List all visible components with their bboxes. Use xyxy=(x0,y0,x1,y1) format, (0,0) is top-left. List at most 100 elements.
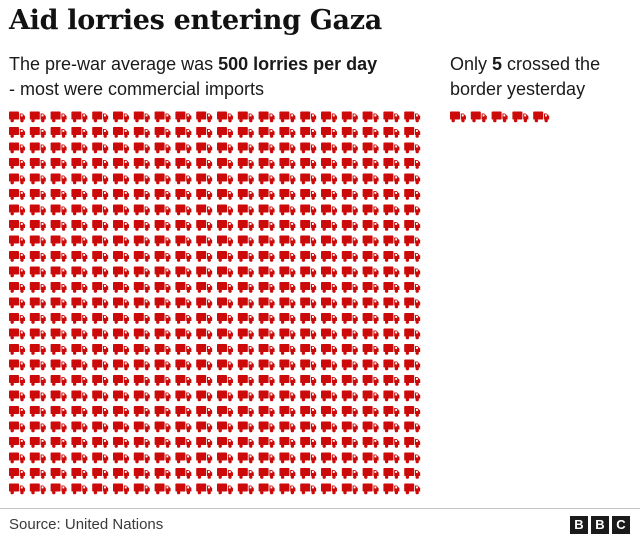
lorry-icon xyxy=(341,483,358,495)
lorry-icon xyxy=(133,189,150,200)
lorry-icon xyxy=(300,142,317,154)
lorry-icon xyxy=(9,406,25,417)
yesterday-caption-suffix: crossed the xyxy=(502,54,601,74)
lorry-icon xyxy=(29,111,46,123)
lorry-icon xyxy=(321,111,337,123)
lorry-icon xyxy=(133,344,150,355)
lorry-icon xyxy=(341,297,358,309)
lorry-icon xyxy=(383,390,400,402)
lorry-icon xyxy=(279,421,296,433)
lorry-icon xyxy=(29,390,46,402)
lorry-icon xyxy=(133,452,150,464)
lorry-icon xyxy=(71,437,88,448)
lorry-icon xyxy=(9,421,25,433)
lorry-icon xyxy=(362,204,379,216)
lorry-icon xyxy=(279,189,296,200)
lorry-icon xyxy=(196,328,213,340)
lorry-icon xyxy=(92,282,109,293)
lorry-icon xyxy=(341,359,358,371)
lorry-icon xyxy=(92,220,109,231)
lorry-icon xyxy=(341,406,358,417)
lorry-icon xyxy=(258,421,275,433)
lorry-icon xyxy=(29,297,46,309)
lorry-icon xyxy=(362,421,379,433)
lorry-icon xyxy=(491,111,508,123)
lorry-icon xyxy=(175,297,192,309)
lorry-icon xyxy=(154,375,171,386)
lorry-icon xyxy=(237,468,254,479)
lorry-icon xyxy=(217,452,233,464)
lorry-icon xyxy=(404,421,421,433)
lorry-icon xyxy=(133,127,150,138)
lorry-icon xyxy=(404,359,421,371)
lorry-icon xyxy=(279,297,296,309)
lorry-icon xyxy=(196,468,213,479)
lorry-icon xyxy=(9,204,25,216)
lorry-icon xyxy=(113,266,129,278)
lorry-icon xyxy=(321,220,337,231)
lorry-icon xyxy=(133,251,150,262)
lorry-icon xyxy=(29,235,46,247)
lorry-icon xyxy=(258,235,275,247)
lorry-icon xyxy=(237,313,254,324)
lorry-icon xyxy=(300,437,317,448)
lorry-icon xyxy=(217,189,233,200)
lorry-icon xyxy=(362,282,379,293)
lorry-icon xyxy=(154,421,171,433)
lorry-icon xyxy=(300,468,317,479)
lorry-icon xyxy=(217,111,233,123)
lorry-icon xyxy=(217,390,233,402)
lorry-icon xyxy=(279,158,296,169)
lorry-icon xyxy=(29,127,46,138)
lorry-icon xyxy=(279,111,296,123)
lorry-icon xyxy=(196,204,213,216)
lorry-icon xyxy=(383,266,400,278)
lorry-icon xyxy=(237,452,254,464)
lorry-icon xyxy=(279,251,296,262)
lorry-icon xyxy=(258,452,275,464)
lorry-icon xyxy=(29,483,46,495)
lorry-icon xyxy=(321,297,337,309)
lorry-icon xyxy=(92,266,109,278)
lorry-icon xyxy=(300,127,317,138)
lorry-icon xyxy=(362,375,379,386)
lorry-icon xyxy=(29,344,46,355)
lorry-icon xyxy=(175,390,192,402)
lorry-icon xyxy=(196,158,213,169)
lorry-icon xyxy=(362,220,379,231)
lorry-icon xyxy=(237,483,254,495)
lorry-icon xyxy=(321,437,337,448)
lorry-icon xyxy=(341,111,358,123)
lorry-icon xyxy=(279,390,296,402)
lorry-icon xyxy=(29,282,46,293)
lorry-icon xyxy=(113,158,129,169)
lorry-icon xyxy=(196,220,213,231)
lorry-icon xyxy=(341,313,358,324)
lorry-icon xyxy=(383,344,400,355)
lorry-icon xyxy=(300,406,317,417)
lorry-icon xyxy=(92,390,109,402)
lorry-icon xyxy=(383,127,400,138)
lorry-icon xyxy=(321,468,337,479)
lorry-icon xyxy=(92,468,109,479)
lorry-icon xyxy=(29,142,46,154)
lorry-icon xyxy=(9,313,25,324)
lorry-icon xyxy=(154,204,171,216)
lorry-icon xyxy=(9,111,25,123)
lorry-icon xyxy=(512,111,529,123)
lorry-icon xyxy=(175,483,192,495)
pre-war-caption-line2: - most were commercial imports xyxy=(9,79,265,99)
lorry-icon xyxy=(133,437,150,448)
lorry-icon xyxy=(279,483,296,495)
lorry-icon xyxy=(113,142,129,154)
lorry-icon xyxy=(258,111,275,123)
lorry-icon xyxy=(154,282,171,293)
lorry-icon xyxy=(279,235,296,247)
lorry-icon xyxy=(113,344,129,355)
lorry-icon xyxy=(113,297,129,309)
lorry-icon xyxy=(279,220,296,231)
lorry-icon xyxy=(217,266,233,278)
yesterday-lorry-row xyxy=(450,111,550,123)
lorry-icon xyxy=(321,251,337,262)
lorry-icon xyxy=(175,158,192,169)
